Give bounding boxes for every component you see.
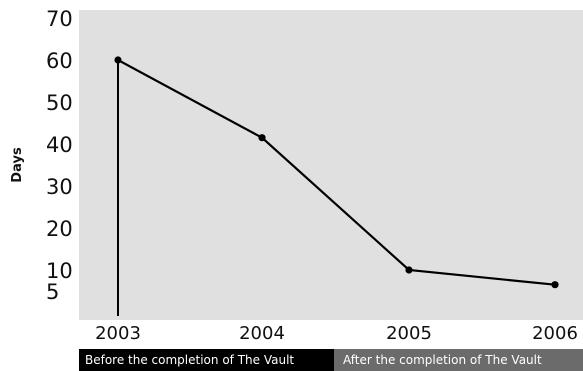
plot-background: [79, 10, 583, 320]
x-tick-label: 2003: [95, 323, 141, 344]
y-tick-label: 10: [46, 259, 73, 283]
annotation-after-band: After the completion of The Vault: [334, 349, 583, 371]
data-point: [258, 134, 266, 142]
series-path: [117, 59, 556, 286]
y-tick-label: 20: [46, 217, 73, 241]
y-axis-label: Days: [10, 147, 25, 183]
y-tick-label: 70: [46, 7, 73, 31]
annotation-after-label: After the completion of The Vault: [343, 353, 542, 367]
data-point: [551, 281, 559, 289]
data-point: [114, 56, 122, 64]
x-tick-labels: 2003 2004 2005 2006: [95, 323, 578, 344]
annotation-before-label: Before the completion of The Vault: [85, 353, 295, 367]
y-tick-label: 50: [46, 91, 73, 115]
x-tick-label: 2006: [532, 323, 578, 344]
y-tick-label: 60: [46, 49, 73, 73]
x-tick-label: 2004: [239, 323, 285, 344]
line-chart-svg: 70 60 50 40 30 20 105 2003 2004 2005 2006 Days: [10, 7, 583, 344]
y-tick-label: 30: [46, 175, 73, 199]
annotation-before-band: Before the completion of The Vault: [79, 349, 334, 371]
x-tick-label: 2005: [386, 323, 432, 344]
y-tick-labels: 70 60 50 40 30 20 105: [46, 7, 73, 304]
y-tick-label: 5: [46, 280, 59, 304]
y-tick-label: 40: [46, 133, 73, 157]
series-line: [114, 56, 559, 316]
data-point: [405, 266, 413, 274]
